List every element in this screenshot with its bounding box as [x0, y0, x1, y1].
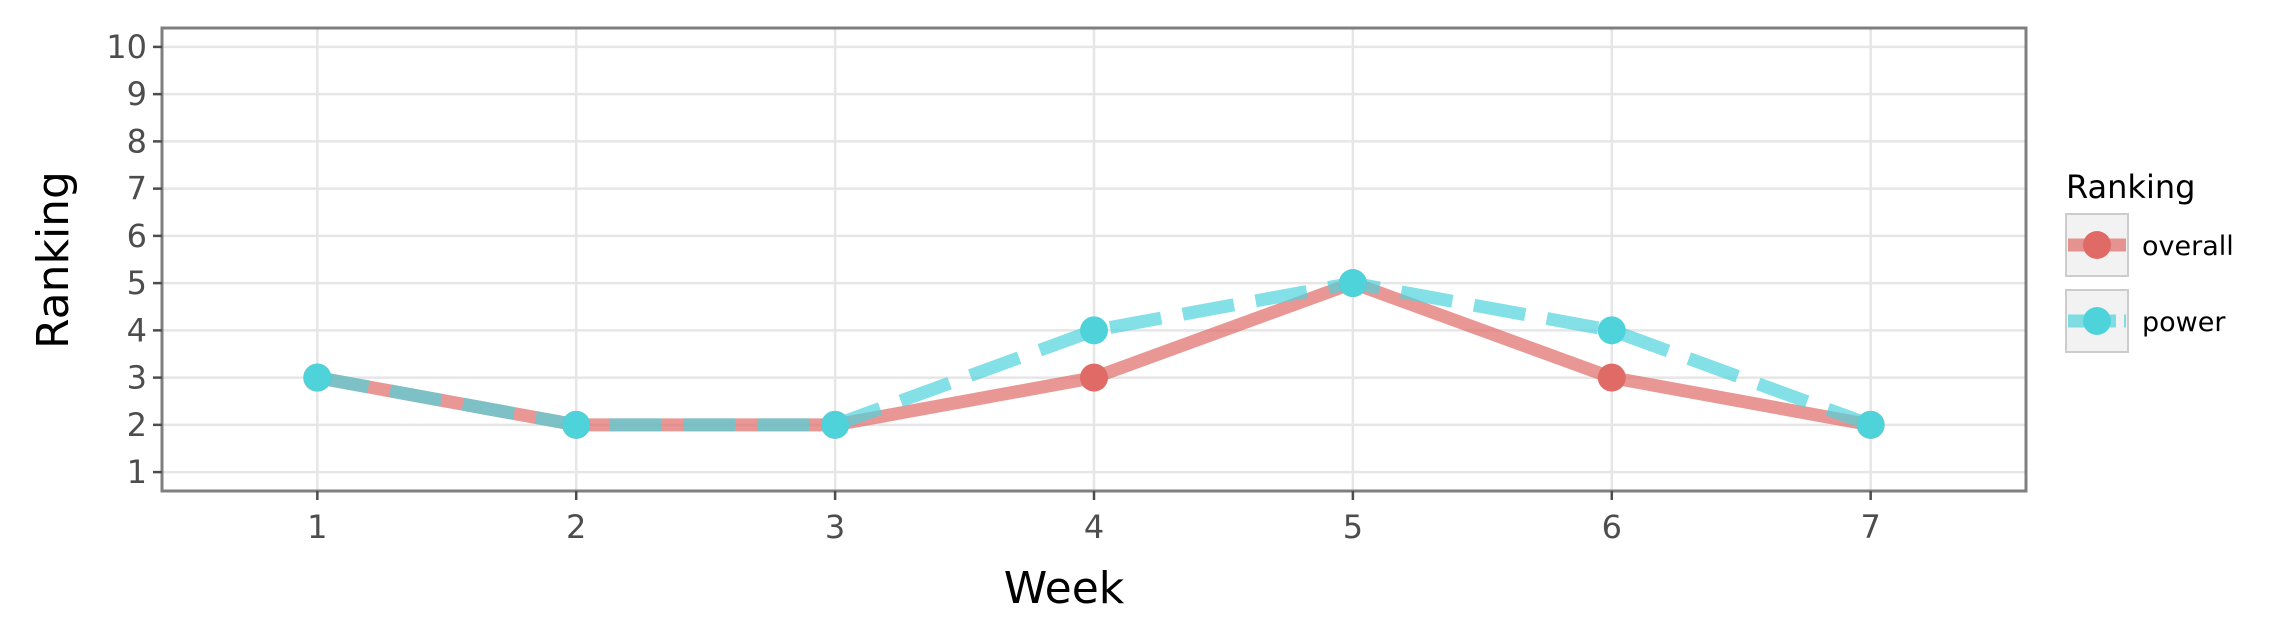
data-point-power	[1856, 410, 1885, 439]
legend-title: Ranking	[2066, 168, 2195, 206]
y-tick-label: 1	[127, 453, 147, 491]
x-tick-label: 4	[1084, 508, 1104, 546]
x-tick-label: 6	[1602, 508, 1622, 546]
y-tick-label: 8	[127, 122, 147, 160]
y-tick-label: 4	[127, 311, 147, 349]
y-tick-label: 9	[127, 75, 147, 113]
y-tick-label: 5	[127, 264, 147, 302]
legend-key-point-overall	[2083, 231, 2111, 259]
legend-items: overall power	[2065, 213, 2234, 353]
legend-key-point-power	[2083, 307, 2111, 335]
x-tick-label: 1	[307, 508, 327, 546]
x-axis-title: Week	[1004, 563, 1125, 614]
y-tick-label: 7	[127, 170, 147, 208]
legend-label-overall: overall	[2142, 231, 2234, 262]
x-tick-label: 3	[825, 508, 845, 546]
data-point-power	[562, 410, 591, 439]
y-tick-label: 2	[127, 406, 147, 444]
x-tick-label: 7	[1860, 508, 1880, 546]
axes: 1 2 3 4 5 6 7 8 9 10 1 2 3 4 5 6 7	[106, 28, 1881, 546]
data-point-power	[1338, 269, 1367, 298]
data-point-power	[1080, 316, 1108, 345]
data-point-overall	[1597, 363, 1626, 392]
data-point-power	[821, 410, 850, 439]
series-points	[303, 269, 1885, 439]
y-tick-label: 3	[127, 359, 147, 397]
x-tick-label: 2	[566, 508, 586, 546]
legend-label-power: power	[2142, 307, 2226, 338]
data-point-power	[1597, 316, 1626, 345]
x-tick-label: 5	[1343, 508, 1363, 546]
y-tick-label: 6	[127, 217, 147, 255]
data-point-overall	[1080, 363, 1108, 392]
legend: Ranking overall power	[2065, 168, 2234, 353]
data-point-power	[303, 363, 332, 392]
y-axis-title: Ranking	[28, 171, 79, 349]
y-tick-label: 10	[106, 28, 147, 66]
